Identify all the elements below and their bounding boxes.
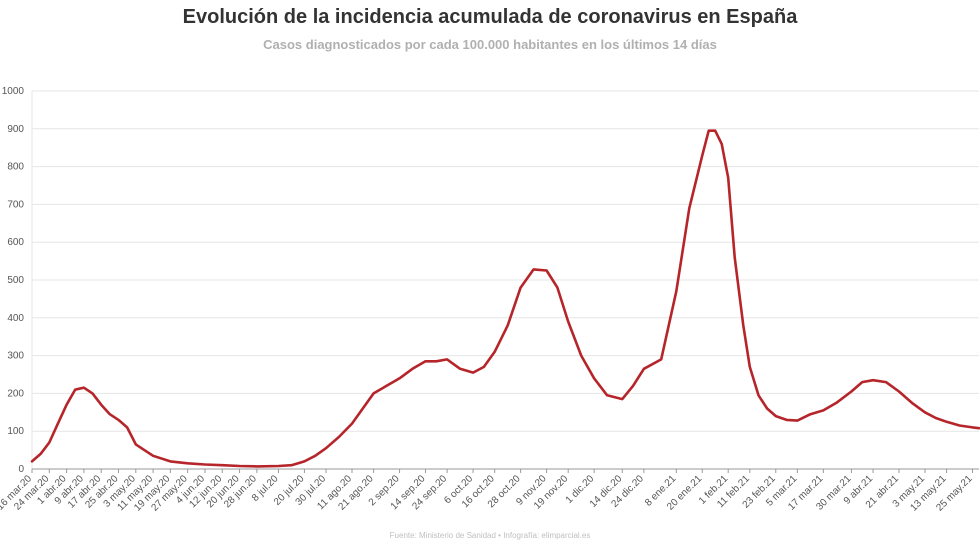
y-tick-label: 100 bbox=[7, 426, 24, 437]
source-footer: Fuente: Ministerio de Sanidad • Infograf… bbox=[389, 531, 591, 540]
y-tick-label: 700 bbox=[7, 199, 24, 210]
y-axis-ticks: 0 100 200 300 400 500 600 700 800 900 1000 bbox=[2, 86, 25, 475]
grid-lines bbox=[31, 90, 979, 469]
y-tick-label: 500 bbox=[7, 275, 24, 286]
chart-title: Evolución de la incidencia acumulada de … bbox=[182, 6, 798, 28]
y-tick-label: 0 bbox=[18, 464, 24, 475]
y-tick-label: 600 bbox=[7, 237, 24, 248]
chart-subtitle: Casos diagnosticados por cada 100.000 ha… bbox=[263, 37, 717, 52]
y-tick-label: 200 bbox=[7, 388, 24, 399]
y-tick-label: 900 bbox=[7, 124, 24, 135]
y-tick-label: 800 bbox=[7, 162, 24, 173]
series-line bbox=[30, 129, 980, 468]
y-tick-label: 300 bbox=[7, 351, 24, 362]
y-tick-label: 400 bbox=[7, 313, 24, 324]
y-tick-label: 1000 bbox=[2, 86, 25, 97]
